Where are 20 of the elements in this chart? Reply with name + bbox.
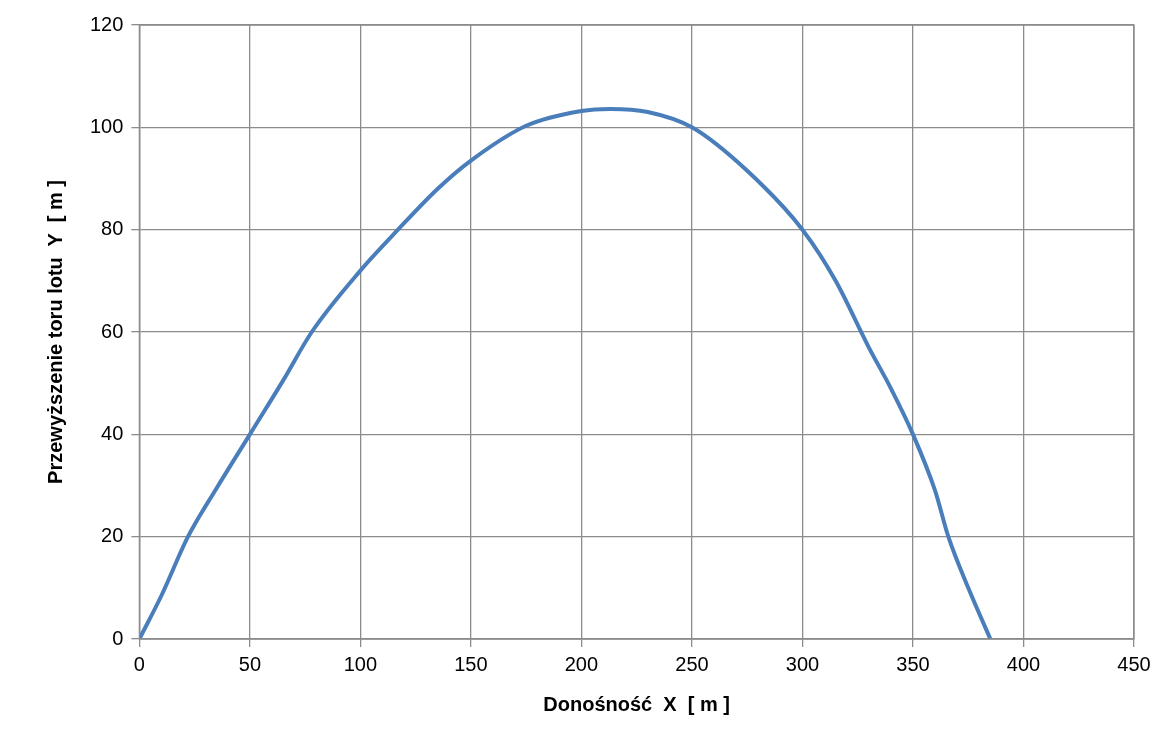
x-tick-label: 100 — [343, 652, 378, 675]
y-tick-label: 40 — [101, 421, 124, 444]
x-tick-label: 450 — [1117, 652, 1151, 675]
x-tick-label: 50 — [238, 652, 262, 675]
x-tick-label: 200 — [564, 652, 599, 675]
x-tick-label: 400 — [1006, 652, 1041, 675]
x-tick-label: 0 — [133, 652, 145, 675]
x-tick-label: 250 — [675, 652, 709, 675]
x-tick-label: 150 — [454, 652, 488, 675]
y-tick-label: 0 — [112, 626, 124, 649]
y-tick-label: 100 — [89, 114, 124, 137]
y-axis-title: Przewyższenie toru lotu Y [ m ] — [43, 180, 66, 484]
line-series — [139, 106, 993, 639]
y-tick-label: 80 — [101, 217, 124, 240]
x-tick-label: 350 — [896, 652, 930, 675]
y-tick-label: 20 — [101, 524, 124, 547]
y-tick-label: 60 — [101, 319, 124, 342]
x-axis-title: Donośność X [ m ] — [543, 692, 731, 715]
x-tick-label: 300 — [785, 652, 820, 675]
y-tick-label: 120 — [89, 12, 124, 35]
